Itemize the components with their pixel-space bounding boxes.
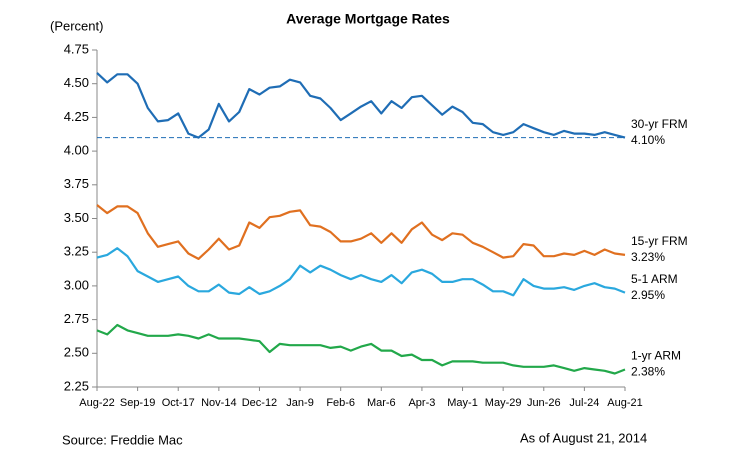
x-tick-label: Jul-24 (569, 397, 599, 409)
x-tick-label: Oct-17 (162, 397, 195, 409)
date-note: As of August 21, 2014 (520, 430, 647, 445)
series-name: 1-yr ARM (631, 349, 681, 363)
series-line (96, 204, 626, 260)
x-tick-label: Jun-26 (527, 397, 561, 409)
x-tick-label: Mar-6 (367, 397, 396, 409)
x-tick-label: Sep-19 (120, 397, 155, 409)
series-line (96, 323, 626, 375)
chart-title: Average Mortgage Rates (286, 11, 450, 27)
x-tick-label: Feb-6 (326, 397, 355, 409)
y-tick-label: 2.50 (64, 345, 89, 360)
x-tick-label: May-29 (485, 397, 522, 409)
y-tick-label: 3.25 (64, 244, 89, 259)
x-tick-label: Aug-21 (607, 397, 642, 409)
y-tick-label: 3.50 (64, 210, 89, 225)
y-tick-label: 4.50 (64, 75, 89, 90)
y-axis-label: (Percent) (50, 18, 103, 33)
end-label: 3.23% (631, 250, 665, 264)
x-tick-label: Jan-9 (286, 397, 314, 409)
end-label: 2.38% (631, 365, 665, 379)
x-tick-label: Nov-14 (201, 397, 236, 409)
x-tick-label: Aug-22 (79, 397, 114, 409)
series-line (96, 72, 626, 139)
x-tick-label: Apr-3 (408, 397, 435, 409)
y-tick-label: 2.75 (64, 311, 89, 326)
series-line (96, 247, 626, 297)
x-tick-label: Dec-12 (242, 397, 277, 409)
source-note: Source: Freddie Mac (62, 432, 183, 447)
y-tick-label: 2.25 (64, 378, 89, 393)
series-name: 5-1 ARM (631, 272, 678, 286)
y-tick-label: 3.75 (64, 176, 89, 191)
end-label: 4.10% (631, 133, 665, 147)
x-tick-label: May-1 (447, 397, 478, 409)
y-tick-label: 4.75 (64, 41, 89, 56)
series-name: 30-yr FRM (631, 117, 688, 131)
y-tick-label: 4.00 (64, 143, 89, 158)
end-label: 2.95% (631, 288, 665, 302)
y-tick-label: 3.00 (64, 277, 89, 292)
series-name: 15-yr FRM (631, 234, 688, 248)
y-tick-label: 4.25 (64, 109, 89, 124)
